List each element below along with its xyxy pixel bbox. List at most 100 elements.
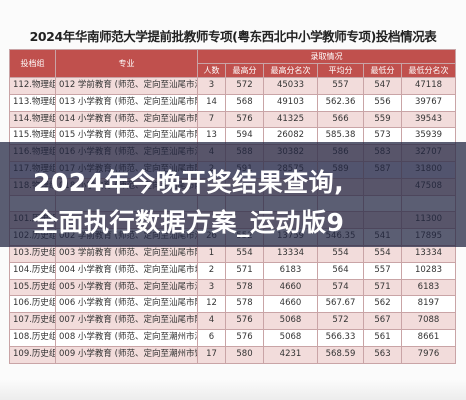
column-header-admission: 录取情况 [197, 49, 456, 64]
cell-max-score: 571 [225, 261, 264, 280]
cell-count: 3 [197, 77, 226, 95]
cell-group: 105.历史组 [9, 278, 56, 297]
cell-min-score: 559 [363, 110, 402, 129]
cell-count: 12 [197, 295, 226, 314]
cell-max-rank: 49103 [263, 93, 318, 112]
bottom-fade [0, 380, 466, 400]
cell-min-rank: 7088 [401, 312, 456, 330]
cell-max-rank: 5068 [263, 312, 318, 330]
cell-group: 104.历史组 [9, 261, 56, 280]
cell-avg-score: 566.33 [317, 328, 364, 347]
cell-count: 13 [197, 127, 226, 146]
cell-major: 008 小学教育 (师范、定向至潮州市潮安区) [55, 328, 198, 347]
cell-avg-score: 554 [317, 244, 364, 263]
cell-count: 14 [197, 93, 226, 112]
page-title: 2024年华南师范大学提前批教师专项(粤东西北中小学教师专项)投档情况表 [29, 29, 437, 44]
cell-group: 106.历史组 [9, 295, 56, 314]
cell-major: 013 小学教育 (师范、定向至汕尾市陆丰市) [55, 93, 198, 112]
cell-count: 6 [197, 328, 226, 347]
cell-max-score: 576 [225, 312, 264, 330]
cell-avg-score: 566 [317, 110, 364, 129]
cell-group: 109.历史组 [9, 345, 56, 364]
cell-max-score: 578 [225, 278, 264, 297]
cell-group: 107.历史组 [9, 312, 56, 330]
cell-avg-score: 574 [317, 278, 364, 297]
cell-min-score: 557 [363, 261, 402, 280]
cell-min-score: 556 [363, 93, 402, 112]
cell-count: 1 [197, 244, 226, 263]
cell-min-rank: 8661 [401, 328, 456, 347]
cell-count: 17 [197, 345, 226, 364]
cell-min-rank: 13334 [401, 244, 456, 263]
cell-max-score: 554 [225, 244, 264, 263]
cell-avg-score: 562.36 [317, 93, 364, 112]
cell-min-rank: 6183 [401, 278, 456, 297]
cell-min-rank: 7976 [401, 345, 456, 364]
cell-major: 014 小学教育 (师范、定向至汕尾市陆河县) [55, 110, 198, 129]
cell-major: 009 小学教育 (师范、定向至潮州市饶平县) [55, 345, 198, 364]
cell-max-score: 568 [225, 93, 264, 112]
cell-max-rank: 4660 [263, 278, 318, 297]
cell-count: 7 [197, 110, 226, 129]
promo-overlay-band [0, 142, 466, 247]
cell-min-score: 571 [363, 278, 402, 297]
cell-min-rank: 39543 [401, 110, 456, 129]
column-header-count: 人数 [197, 63, 226, 78]
cell-avg-score: 567.67 [317, 295, 364, 314]
cell-min-score: 573 [363, 127, 402, 146]
cell-avg-score: 557 [317, 77, 364, 95]
column-header-group: 投档组 [9, 49, 56, 78]
cell-max-score: 576 [225, 110, 264, 129]
cell-group: 114.物理组 [9, 110, 56, 129]
cell-max-score: 580 [225, 345, 264, 364]
cell-count: 2 [197, 261, 226, 280]
cell-major: 003 学前教育 (师范、定向至汕尾市陆河县) [55, 244, 198, 263]
column-header-min-score: 最低分 [363, 63, 402, 78]
cell-group: 103.历史组 [9, 244, 56, 263]
cell-avg-score: 564 [317, 261, 364, 280]
cell-max-rank: 5068 [263, 328, 318, 347]
cell-min-score: 554 [363, 244, 402, 263]
cell-avg-score: 572 [317, 312, 364, 330]
cell-max-score: 576 [225, 328, 264, 347]
column-header-avg-score: 平均分 [317, 63, 364, 78]
promo-headline-line-1: 2024年今晚开奖结果查询, [33, 168, 345, 197]
cell-max-score: 572 [225, 77, 264, 95]
cell-min-rank: 39767 [401, 93, 456, 112]
column-header-max-score: 最高分 [225, 63, 264, 78]
promo-headline-line-2: 全面执行数据方案_运动版9 [33, 208, 345, 237]
cell-major: 006 小学教育 (师范、定向至汕尾市陆丰市) [55, 295, 198, 314]
cell-group: 108.历史组 [9, 328, 56, 347]
cell-max-rank: 41325 [263, 110, 318, 129]
cell-avg-score: 568.59 [317, 345, 364, 364]
column-header-max-rank: 最高分名次 [263, 63, 318, 78]
cell-major: 005 小学教育 (师范、定向至汕尾市海丰县) [55, 278, 198, 297]
cell-min-rank: 35939 [401, 127, 456, 146]
cell-min-score: 561 [363, 328, 402, 347]
cell-min-score: 547 [363, 77, 402, 95]
cell-group: 112.物理组 [9, 77, 56, 95]
cell-min-rank: 10283 [401, 261, 456, 280]
cell-min-score: 563 [363, 345, 402, 364]
cell-max-rank: 13334 [263, 244, 318, 263]
cell-major: 004 小学教育 (师范、定向至汕尾市城区) [55, 261, 198, 280]
column-header-min-rank: 最低分名次 [401, 63, 456, 78]
cell-min-rank: 47118 [401, 77, 456, 95]
cell-min-rank: 8197 [401, 295, 456, 314]
cell-max-rank: 6183 [263, 261, 318, 280]
cell-max-score: 578 [225, 295, 264, 314]
cell-max-rank: 4660 [263, 295, 318, 314]
cell-group: 113.物理组 [9, 93, 56, 112]
cell-count: 3 [197, 278, 226, 297]
